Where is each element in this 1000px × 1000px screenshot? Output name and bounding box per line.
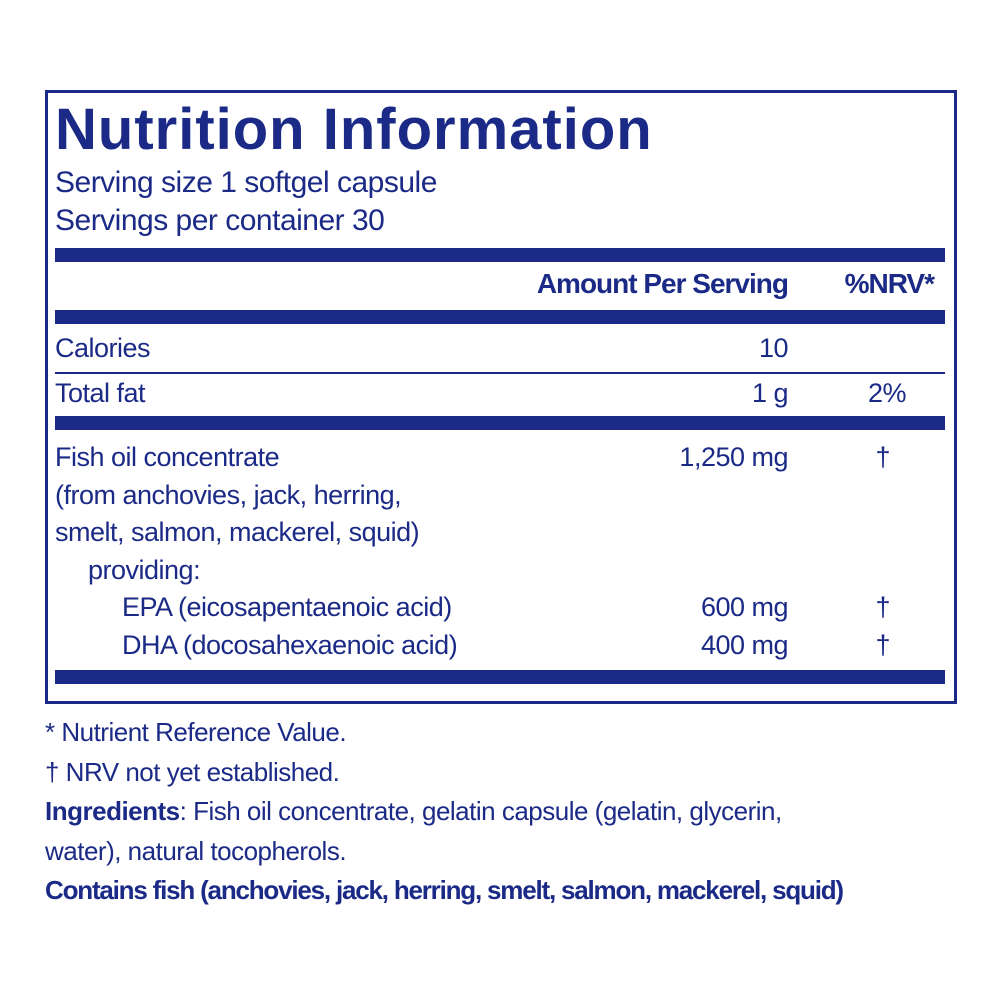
divider-bar [55,416,945,430]
page-title: Nutrition Information [55,97,653,162]
row-label: DHA (docosahexaenoic acid) [122,630,458,660]
row-amount: 1 g [751,378,789,408]
allergen-statement: Contains fish (anchovies, jack, herring,… [45,875,844,905]
fish-oil-sources: smelt, salmon, mackerel, squid) [55,517,420,547]
row-nrv: † [875,630,890,660]
row-nrv: † [875,442,890,472]
row-amount: 400 mg [700,630,789,660]
column-header-amount: Amount Per Serving [536,268,789,299]
row-label: Total fat [55,378,146,408]
providing-label: providing: [88,555,201,585]
divider-bar [55,670,945,684]
ingredients-text: : Fish oil concentrate, gelatin capsule … [179,796,783,826]
serving-size: Serving size 1 softgel capsule [55,166,437,199]
row-nrv: 2% [867,378,907,408]
row-label: Calories [55,333,151,363]
divider-bar [55,248,945,262]
servings-per-container: Servings per container 30 [55,204,385,237]
row-label: Fish oil concentrate [55,442,280,472]
ingredients-text: water), natural tocopherols. [45,836,347,866]
nutrition-panel [45,90,957,704]
row-label: EPA (eicosapentaenoic acid) [122,592,452,622]
footnote-nrv: * Nutrient Reference Value. [45,717,347,747]
row-amount: 600 mg [700,592,789,622]
ingredients: Ingredients: Fish oil concentrate, gelat… [45,796,782,827]
column-header-nrv: %NRV* [844,268,935,299]
row-nrv: † [875,592,890,622]
row-amount: 1,250 mg [679,442,788,472]
divider-bar [55,310,945,324]
footnote-dagger: † NRV not yet established. [45,757,340,787]
divider-line [55,372,945,374]
fish-oil-sources: (from anchovies, jack, herring, [55,480,402,510]
row-amount: 10 [758,333,789,363]
ingredients-label: Ingredients [45,796,180,826]
